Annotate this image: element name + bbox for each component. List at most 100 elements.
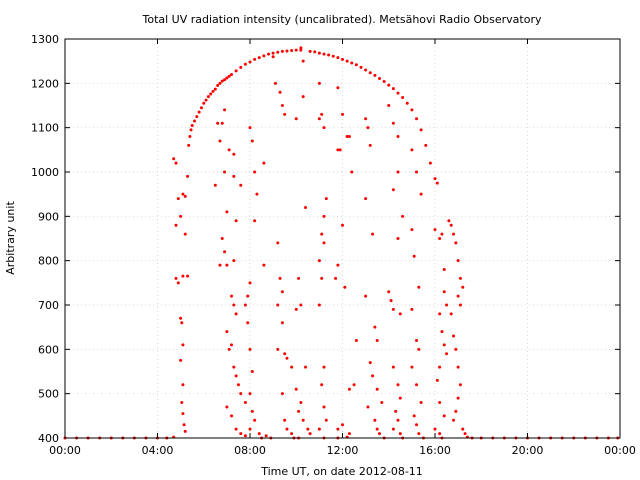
data-point <box>301 418 305 422</box>
data-point <box>248 347 252 351</box>
data-point <box>442 414 446 418</box>
data-point <box>373 325 377 329</box>
data-point <box>317 303 321 307</box>
data-point <box>317 259 321 263</box>
data-point <box>216 121 220 125</box>
data-point <box>435 378 439 382</box>
data-point <box>415 338 418 342</box>
data-point <box>336 148 340 152</box>
data-point <box>322 52 326 56</box>
data-point <box>285 356 289 360</box>
data-point <box>341 423 344 427</box>
data-point <box>195 115 199 119</box>
data-point <box>387 290 391 294</box>
x-axis: 00:00 04:00 08:00 12:00 16:00 20:00 00:00 <box>49 39 636 457</box>
data-point <box>223 170 227 174</box>
data-point <box>243 401 247 405</box>
data-point <box>213 87 217 91</box>
data-point <box>394 409 398 413</box>
data-point <box>391 307 395 311</box>
data-points <box>63 46 620 440</box>
data-point <box>375 387 379 391</box>
data-point <box>280 321 284 325</box>
data-point <box>218 81 222 85</box>
x-tick-label: 12:00 <box>327 444 359 457</box>
data-point <box>174 223 178 227</box>
data-point <box>382 80 386 84</box>
data-point <box>456 365 460 369</box>
data-point <box>230 294 233 298</box>
data-point <box>230 343 233 347</box>
data-point <box>447 219 451 223</box>
data-point <box>454 409 458 413</box>
data-point <box>202 101 206 105</box>
x-tick-label: 08:00 <box>234 444 266 457</box>
data-point <box>294 117 298 121</box>
data-point <box>283 418 287 422</box>
data-point <box>449 312 453 316</box>
data-point <box>317 81 321 85</box>
data-point <box>401 214 405 218</box>
data-point <box>299 48 303 52</box>
y-tick-label: 1000 <box>31 166 59 179</box>
data-point <box>276 303 280 307</box>
data-point <box>299 46 303 50</box>
data-point <box>371 374 375 378</box>
data-point <box>225 210 229 214</box>
data-point <box>234 69 238 73</box>
data-point <box>396 91 400 95</box>
data-point <box>445 352 449 356</box>
data-point <box>368 143 372 147</box>
data-point <box>347 135 351 139</box>
data-point <box>391 121 395 125</box>
data-point <box>373 73 377 77</box>
data-point <box>271 51 275 55</box>
data-point <box>211 89 215 93</box>
data-point <box>322 126 326 130</box>
data-point <box>366 405 370 409</box>
data-point <box>234 219 238 223</box>
data-point <box>452 232 455 236</box>
data-point <box>180 321 184 325</box>
data-point <box>398 396 402 400</box>
data-point <box>280 392 284 396</box>
data-point <box>236 383 240 387</box>
data-point <box>239 392 243 396</box>
data-point <box>280 104 284 107</box>
data-point <box>176 197 180 201</box>
data-point <box>338 148 342 152</box>
data-point <box>301 95 305 99</box>
data-point <box>193 119 196 123</box>
data-point <box>364 68 368 72</box>
data-point <box>285 49 289 53</box>
data-point <box>273 81 277 85</box>
data-point <box>262 263 266 267</box>
data-point <box>345 59 349 63</box>
data-point <box>391 427 395 431</box>
data-point <box>253 170 257 174</box>
data-point <box>248 281 252 285</box>
y-tick-label: 600 <box>38 343 59 356</box>
data-point <box>232 174 236 178</box>
data-point <box>364 197 368 201</box>
data-point <box>206 95 210 99</box>
data-point <box>297 276 301 280</box>
data-point <box>347 387 351 391</box>
y-tick-label: 1100 <box>31 122 59 135</box>
data-point <box>225 263 229 267</box>
data-point <box>320 383 324 387</box>
data-point <box>223 250 227 254</box>
data-point <box>438 237 442 240</box>
data-point <box>454 241 458 245</box>
data-point <box>317 427 321 431</box>
data-point <box>250 370 254 373</box>
data-point <box>308 432 312 436</box>
data-point <box>250 139 254 143</box>
data-point <box>234 312 238 316</box>
data-point <box>232 303 236 307</box>
data-point <box>290 365 294 369</box>
data-point <box>435 181 439 185</box>
data-point <box>239 65 243 69</box>
data-point <box>283 112 287 116</box>
